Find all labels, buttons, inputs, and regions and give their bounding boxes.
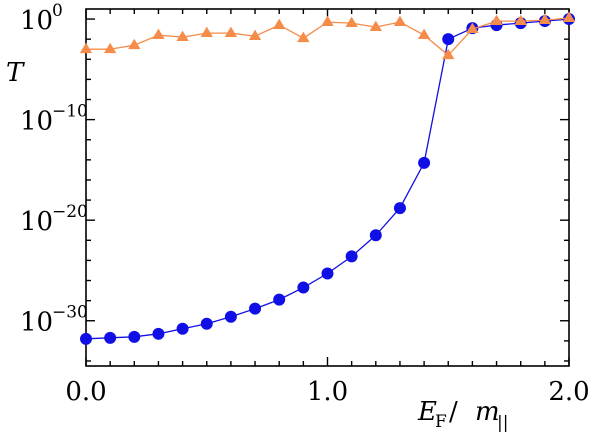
x-tick-label: 0.0 [65,377,106,407]
x-tick-label: 1.0 [307,377,348,407]
series-2-point [538,13,552,24]
series-2-point [369,20,382,32]
svg-text:m: m [475,397,500,427]
series-1-point [418,156,431,169]
series-2-point [152,28,165,40]
series-2-point [176,30,189,42]
y-tick-exponent: −20 [52,202,88,222]
series-1-point [104,331,117,344]
series-2-point [345,16,358,27]
series-2-point [103,42,117,54]
plot-frame [85,8,570,367]
y-axis-title: T [6,58,25,88]
series-1-point [80,332,92,345]
series-1-point [249,302,262,315]
series-2-point [466,22,479,34]
series-1-point [442,33,455,46]
series-2-point [128,38,141,50]
series-1-point [176,322,189,335]
x-axis-title: E F / m || [417,397,508,433]
series-1-point [345,250,358,263]
x-tick-label: 2.0 [548,377,589,407]
series-1-point [393,202,406,215]
series-1-point [152,327,165,340]
series-1-line [85,18,570,340]
series-2-point [417,28,431,40]
series-1-point [273,293,286,306]
svg-text:/: / [449,397,458,427]
axis-ticks [85,9,570,366]
series-1-point [321,267,334,280]
y-tick-exponent: −10 [52,102,88,122]
series-1-point [200,317,213,330]
series-1-point [224,310,237,323]
y-tick-label: 10 [20,107,53,137]
y-tick-label: 10 [20,207,53,237]
series-2-point [490,14,503,25]
series-1-point [128,330,141,343]
series-1-point [297,281,310,294]
y-tick-exponent: −30 [52,303,88,323]
svg-text:E: E [417,397,437,427]
svg-text:F: F [435,412,447,432]
series-2-point [442,48,455,60]
series-2-point [514,14,527,25]
y-tick-label: 10 [20,308,53,338]
series-2-point [224,26,238,38]
series-2-point [562,11,576,22]
series-2-point [273,18,286,29]
series-2-point [297,31,310,43]
series-2-point [248,29,262,41]
series-2-point [321,15,334,26]
y-tick-label: 10 [20,6,53,36]
series-2-point [79,42,93,54]
y-tick-exponent: 0 [52,1,63,21]
series-layer [79,11,576,345]
series-2-point [200,26,213,38]
svg-text:||: || [497,413,508,433]
series-1-point [369,229,382,242]
series-2-point [393,15,407,26]
